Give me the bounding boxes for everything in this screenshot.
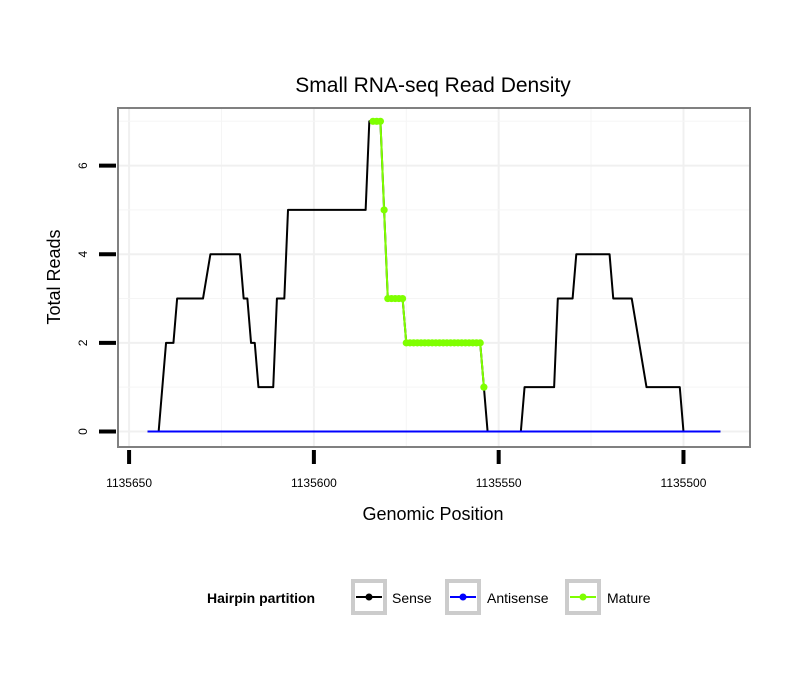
- x-tick-label: 1135600: [291, 476, 337, 490]
- x-axis: 1135650 1135600 1135550 1135500: [106, 450, 707, 490]
- legend: Sense Antisense Mature: [351, 579, 651, 615]
- data-point-mature: [480, 383, 488, 391]
- series-mature: [369, 117, 488, 391]
- y-tick-label: 6: [76, 162, 90, 169]
- x-tick-label: 1135500: [661, 476, 707, 490]
- data-point-mature: [376, 117, 385, 125]
- legend-key-point-antisense: [459, 593, 467, 601]
- plot-panel-border: [117, 107, 751, 448]
- grid: [118, 108, 750, 447]
- x-axis-title: Genomic Position: [362, 504, 503, 524]
- y-axis: 0 2 4 6: [76, 162, 116, 435]
- x-tick-label: 1135650: [106, 476, 152, 490]
- x-tick-label: 1135550: [476, 476, 522, 490]
- series-layer: [147, 117, 721, 433]
- data-point-mature: [398, 294, 407, 303]
- y-axis-title: Total Reads: [44, 229, 64, 324]
- legend-item-mature: Mature: [565, 579, 651, 615]
- series-line-sense: [147, 120, 721, 433]
- legend-label-antisense: Antisense: [487, 590, 549, 606]
- legend-item-sense: Sense: [351, 579, 432, 615]
- data-point-mature: [380, 206, 388, 214]
- legend-item-antisense: Antisense: [445, 579, 549, 615]
- data-point-mature: [476, 339, 484, 347]
- legend-label-sense: Sense: [392, 590, 432, 606]
- legend-key-point-sense: [365, 593, 373, 601]
- legend-key-point-mature: [579, 593, 587, 601]
- series-sense: [147, 120, 721, 433]
- legend-label-mature: Mature: [607, 590, 651, 606]
- chart-title: Small RNA-seq Read Density: [295, 74, 571, 97]
- legend-title: Hairpin partition: [207, 590, 315, 606]
- y-tick-label: 2: [76, 339, 90, 346]
- y-tick-label: 0: [76, 428, 90, 435]
- y-tick-label: 4: [76, 251, 90, 258]
